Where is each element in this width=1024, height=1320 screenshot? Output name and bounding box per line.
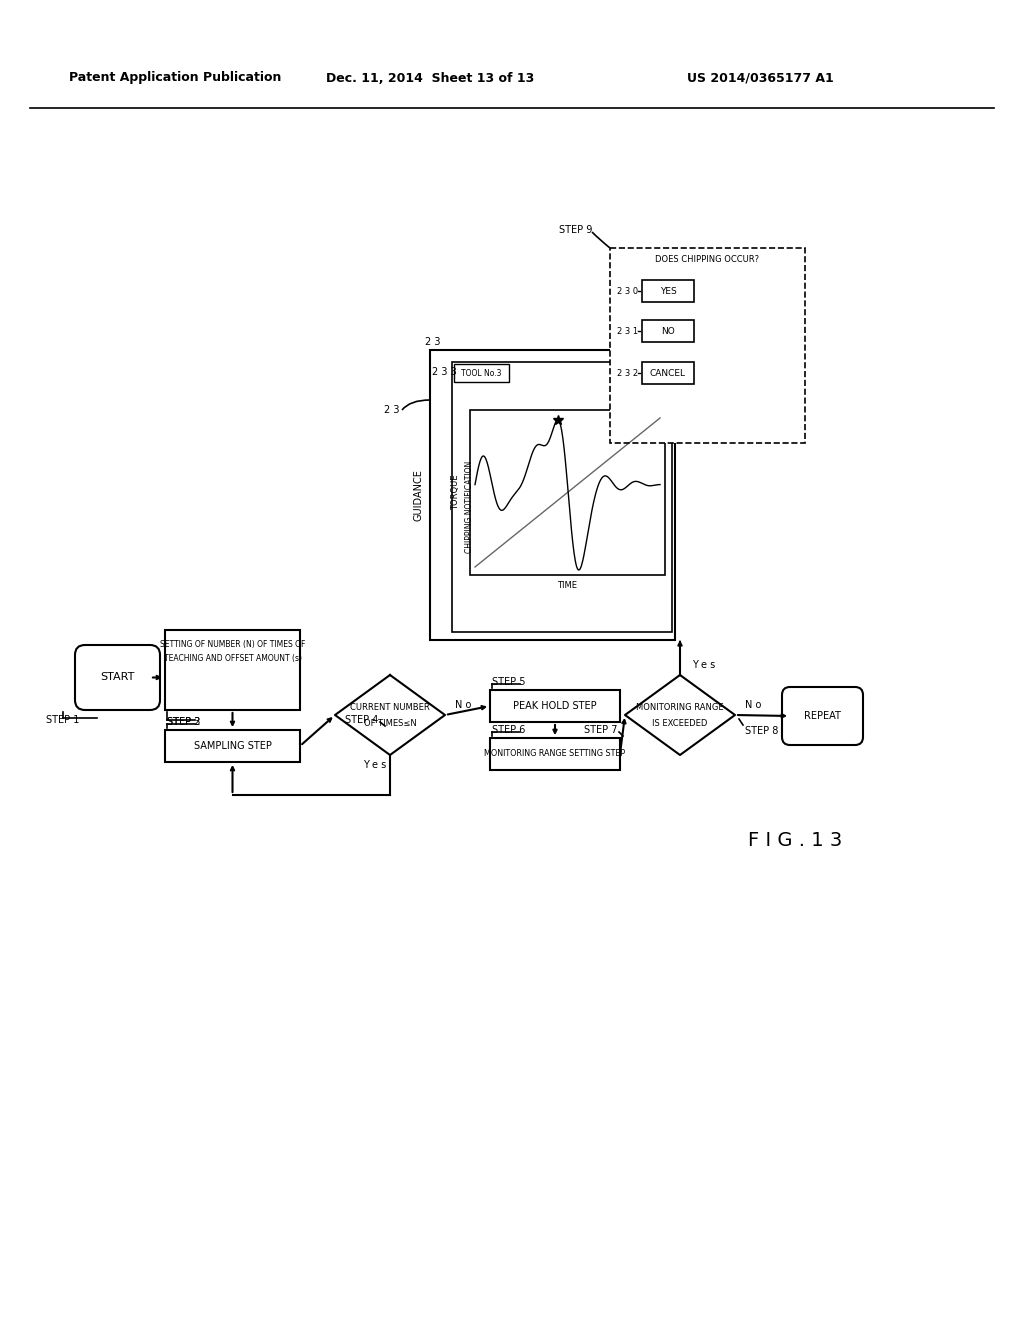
Text: Patent Application Publication: Patent Application Publication bbox=[69, 71, 282, 84]
Text: 2 3: 2 3 bbox=[384, 405, 400, 414]
Text: START: START bbox=[100, 672, 135, 682]
Text: STEP 6: STEP 6 bbox=[492, 725, 525, 735]
Text: STEP 8: STEP 8 bbox=[745, 726, 778, 737]
Text: NO: NO bbox=[662, 326, 675, 335]
Text: N o: N o bbox=[455, 700, 471, 710]
Text: 2 3 0: 2 3 0 bbox=[616, 286, 638, 296]
Text: MONITORING RANGE SETTING STEP: MONITORING RANGE SETTING STEP bbox=[484, 750, 626, 759]
Text: TOOL No.3: TOOL No.3 bbox=[461, 368, 502, 378]
Text: US 2014/0365177 A1: US 2014/0365177 A1 bbox=[687, 71, 834, 84]
Text: OF TIMES≤N: OF TIMES≤N bbox=[364, 718, 417, 727]
Text: YES: YES bbox=[659, 286, 677, 296]
Bar bbox=[165, 730, 300, 762]
Bar bbox=[430, 350, 675, 640]
Bar bbox=[642, 362, 694, 384]
Text: STEP 4: STEP 4 bbox=[345, 715, 378, 725]
Text: STEP 7: STEP 7 bbox=[584, 725, 617, 735]
Text: STEP 5: STEP 5 bbox=[492, 677, 525, 686]
Bar bbox=[642, 280, 694, 302]
Text: Y e s: Y e s bbox=[364, 760, 387, 770]
Text: MONITORING RANGE: MONITORING RANGE bbox=[636, 702, 724, 711]
Text: DOES CHIPPING OCCUR?: DOES CHIPPING OCCUR? bbox=[655, 256, 760, 264]
Text: 2 3 1: 2 3 1 bbox=[616, 326, 638, 335]
Bar bbox=[165, 630, 300, 710]
FancyBboxPatch shape bbox=[75, 645, 160, 710]
Text: Dec. 11, 2014  Sheet 13 of 13: Dec. 11, 2014 Sheet 13 of 13 bbox=[326, 71, 535, 84]
Text: CANCEL: CANCEL bbox=[650, 368, 686, 378]
Bar bbox=[452, 362, 672, 632]
Text: TIME: TIME bbox=[557, 581, 578, 590]
Text: STEP 1: STEP 1 bbox=[46, 715, 80, 725]
Text: CURRENT NUMBER: CURRENT NUMBER bbox=[350, 702, 430, 711]
Text: STEP 3: STEP 3 bbox=[167, 717, 201, 727]
Bar bbox=[454, 364, 509, 381]
Text: REPEAT: REPEAT bbox=[804, 711, 841, 721]
Text: IS EXCEEDED: IS EXCEEDED bbox=[652, 718, 708, 727]
Text: 2 3 3: 2 3 3 bbox=[432, 367, 457, 378]
Bar bbox=[490, 738, 620, 770]
Text: PEAK HOLD STEP: PEAK HOLD STEP bbox=[513, 701, 597, 711]
Text: GUIDANCE: GUIDANCE bbox=[413, 469, 423, 521]
Text: F I G . 1 3: F I G . 1 3 bbox=[748, 830, 842, 850]
Text: N o: N o bbox=[745, 700, 762, 710]
Text: SETTING OF NUMBER (N) OF TIMES OF: SETTING OF NUMBER (N) OF TIMES OF bbox=[160, 640, 305, 649]
Text: STEP 9: STEP 9 bbox=[559, 224, 592, 235]
Bar bbox=[470, 411, 665, 576]
Text: CHIPPING NOTIFICATION: CHIPPING NOTIFICATION bbox=[466, 461, 474, 553]
Text: 2 3: 2 3 bbox=[425, 337, 440, 347]
Text: STEP 2: STEP 2 bbox=[167, 717, 201, 727]
Text: TORQUE: TORQUE bbox=[452, 475, 461, 511]
Bar bbox=[642, 319, 694, 342]
FancyBboxPatch shape bbox=[782, 686, 863, 744]
Bar bbox=[490, 690, 620, 722]
Bar bbox=[610, 248, 805, 444]
Text: 2 3 2: 2 3 2 bbox=[616, 368, 638, 378]
Text: Y e s: Y e s bbox=[692, 660, 715, 671]
Text: TEACHING AND OFFSET AMOUNT (s): TEACHING AND OFFSET AMOUNT (s) bbox=[164, 653, 301, 663]
Text: SAMPLING STEP: SAMPLING STEP bbox=[194, 741, 271, 751]
